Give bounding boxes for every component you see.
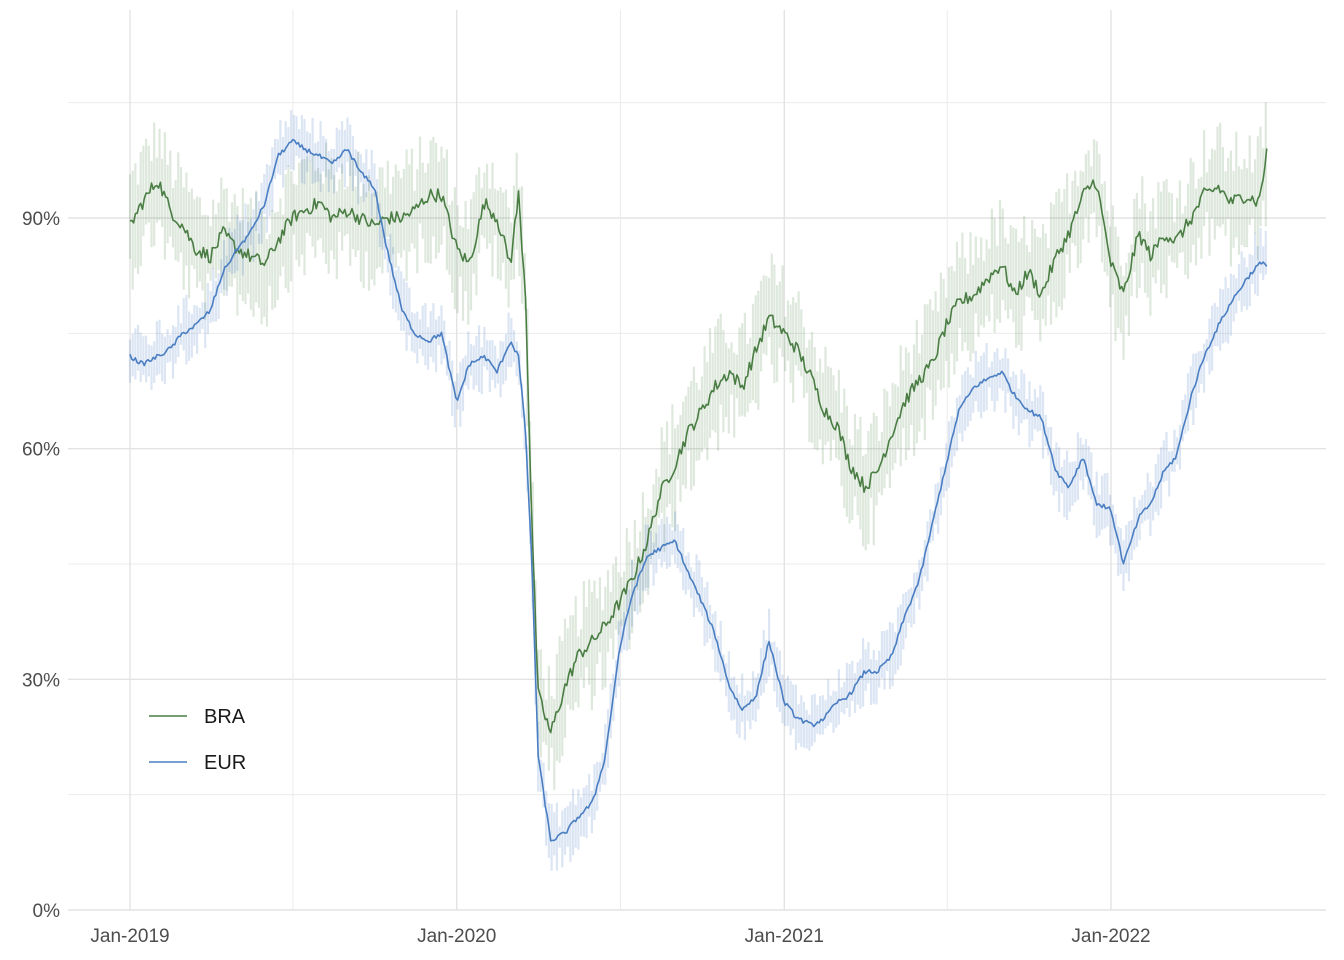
legend-label-eur: EUR (204, 752, 246, 774)
y-axis: 0% 30% 60% 90% (22, 209, 60, 922)
y-tick-label: 0% (33, 901, 61, 922)
grid (68, 10, 1326, 911)
bra-band (128, 102, 1267, 790)
x-tick-label: Jan-2022 (1071, 926, 1150, 947)
x-axis: Jan-2019 Jan-2020 Jan-2021 Jan-2022 (90, 926, 1150, 947)
legend-label-bra: BRA (204, 706, 246, 728)
eur-band (128, 110, 1267, 871)
x-tick-label: Jan-2019 (90, 926, 169, 947)
legend-item-bra: BRA (149, 706, 246, 728)
y-tick-label: 60% (22, 440, 60, 461)
y-tick-label: 30% (22, 670, 60, 691)
eur-line (129, 138, 1268, 842)
legend: BRA EUR (149, 706, 246, 774)
series-lines (129, 138, 1268, 842)
x-tick-label: Jan-2021 (745, 926, 824, 947)
bra-line (129, 148, 1268, 734)
y-tick-label: 90% (22, 209, 60, 230)
x-tick-label: Jan-2020 (417, 926, 496, 947)
legend-item-eur: EUR (149, 752, 246, 774)
